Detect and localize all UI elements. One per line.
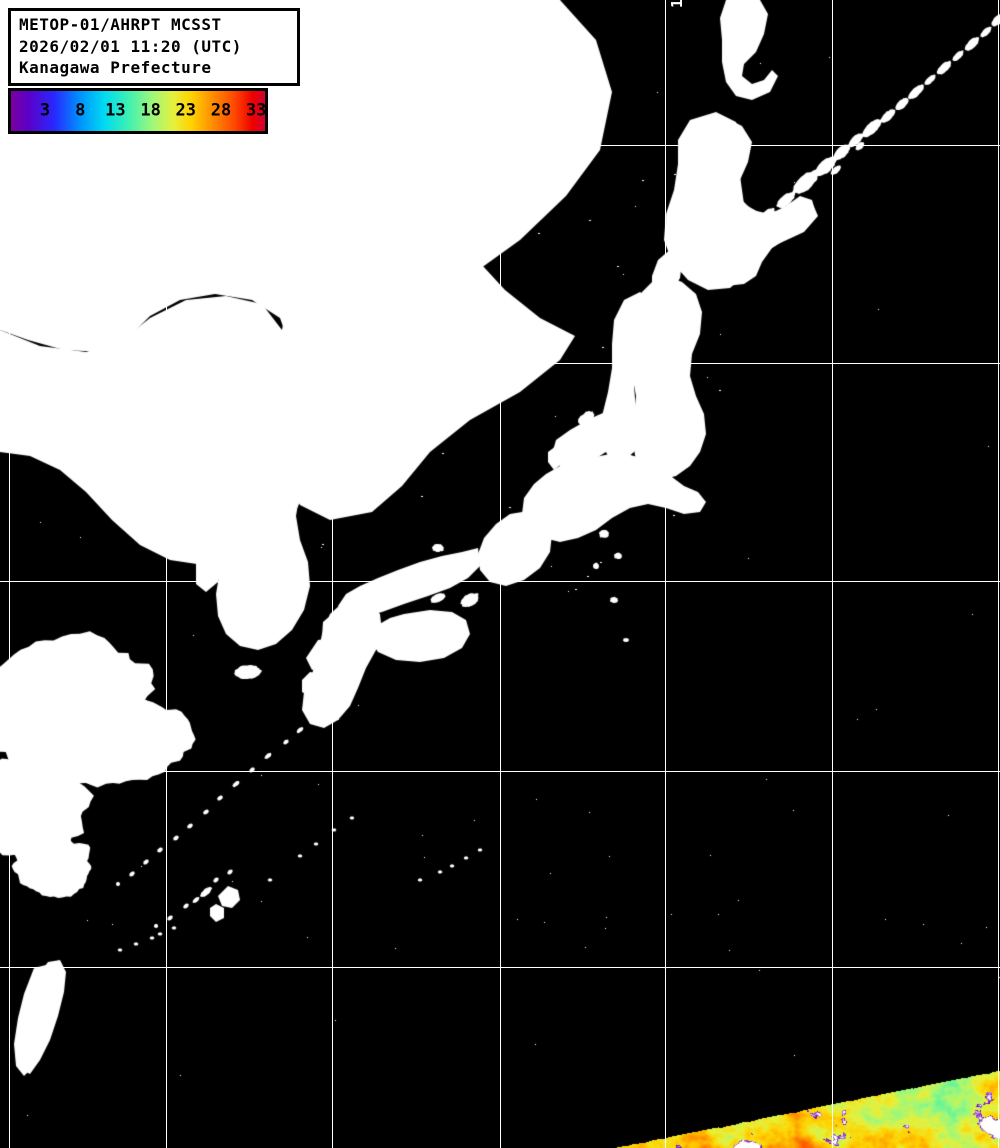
product-timestamp: 2026/02/01 11:20 (UTC) xyxy=(19,36,242,56)
colorbar-gradient xyxy=(11,91,265,131)
product-title: METOP-01/AHRPT MCSST xyxy=(19,15,222,34)
colorbar-tick-33: 33 xyxy=(245,100,267,121)
sst-colorbar: 3 8 13 18 23 28 33 xyxy=(8,88,268,134)
colorbar-tick-3: 3 xyxy=(39,100,51,121)
colorbar-tick-23: 23 xyxy=(175,100,197,121)
colorbar-tick-28: 28 xyxy=(210,100,232,121)
colorbar-tick-labels: 3 8 13 18 23 28 33 xyxy=(11,91,267,131)
colorbar-tick-18: 18 xyxy=(140,100,161,121)
colorbar-tick-13: 13 xyxy=(105,100,126,121)
header-annotation-box: METOP-01/AHRPT MCSST 2026/02/01 11:20 (U… xyxy=(8,8,300,86)
colorbar-tick-8: 8 xyxy=(75,100,86,121)
product-region: Kanagawa Prefecture xyxy=(19,58,212,78)
